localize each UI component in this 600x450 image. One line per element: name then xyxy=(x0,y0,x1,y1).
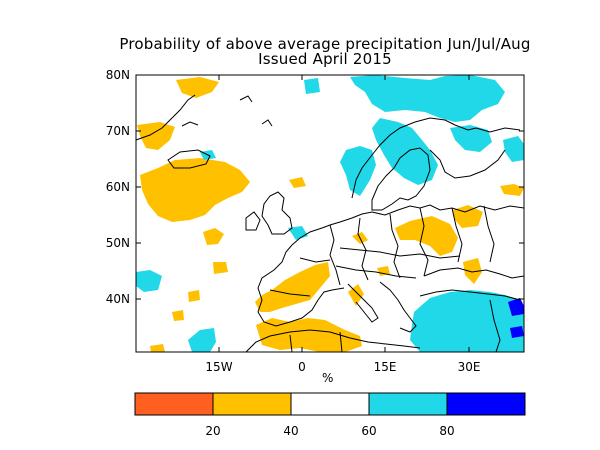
x-label-15w: 15W xyxy=(205,360,233,374)
map-frame xyxy=(135,74,525,353)
colorbar-class-0-20 xyxy=(135,393,213,415)
y-label-70n: 70N xyxy=(105,124,130,138)
y-ticks xyxy=(136,74,524,352)
strongly-above-regions xyxy=(508,298,524,338)
x-label-30e: 30E xyxy=(457,360,481,374)
x-label-0: 0 xyxy=(298,360,306,374)
colorbar-label-40: 40 xyxy=(283,424,299,438)
colorbar-class-40-60 xyxy=(291,393,369,415)
coastlines xyxy=(135,94,525,353)
colorbar-label-60: 60 xyxy=(361,424,377,438)
unit-label: % xyxy=(322,371,334,385)
colorbar-label-80: 80 xyxy=(439,424,455,438)
colorbar-class-80-100 xyxy=(447,393,525,415)
below-normal-regions xyxy=(137,77,524,352)
x-label-15e: 15E xyxy=(373,360,397,374)
colorbar-class-60-80 xyxy=(369,393,447,415)
y-label-40n: 40N xyxy=(105,292,130,306)
map-title: Probability of above average precipitati… xyxy=(119,35,531,53)
y-label-80n: 80N xyxy=(105,68,130,82)
colorbar-class-20-40 xyxy=(213,393,291,415)
y-label-60n: 60N xyxy=(105,180,130,194)
map-subtitle: Issued April 2015 xyxy=(258,50,392,68)
colorbar-label-20: 20 xyxy=(205,424,221,438)
y-label-50n: 50N xyxy=(105,236,130,250)
above-normal-regions xyxy=(136,75,524,352)
colorbar xyxy=(134,392,526,416)
colorbar-frame xyxy=(134,392,526,416)
